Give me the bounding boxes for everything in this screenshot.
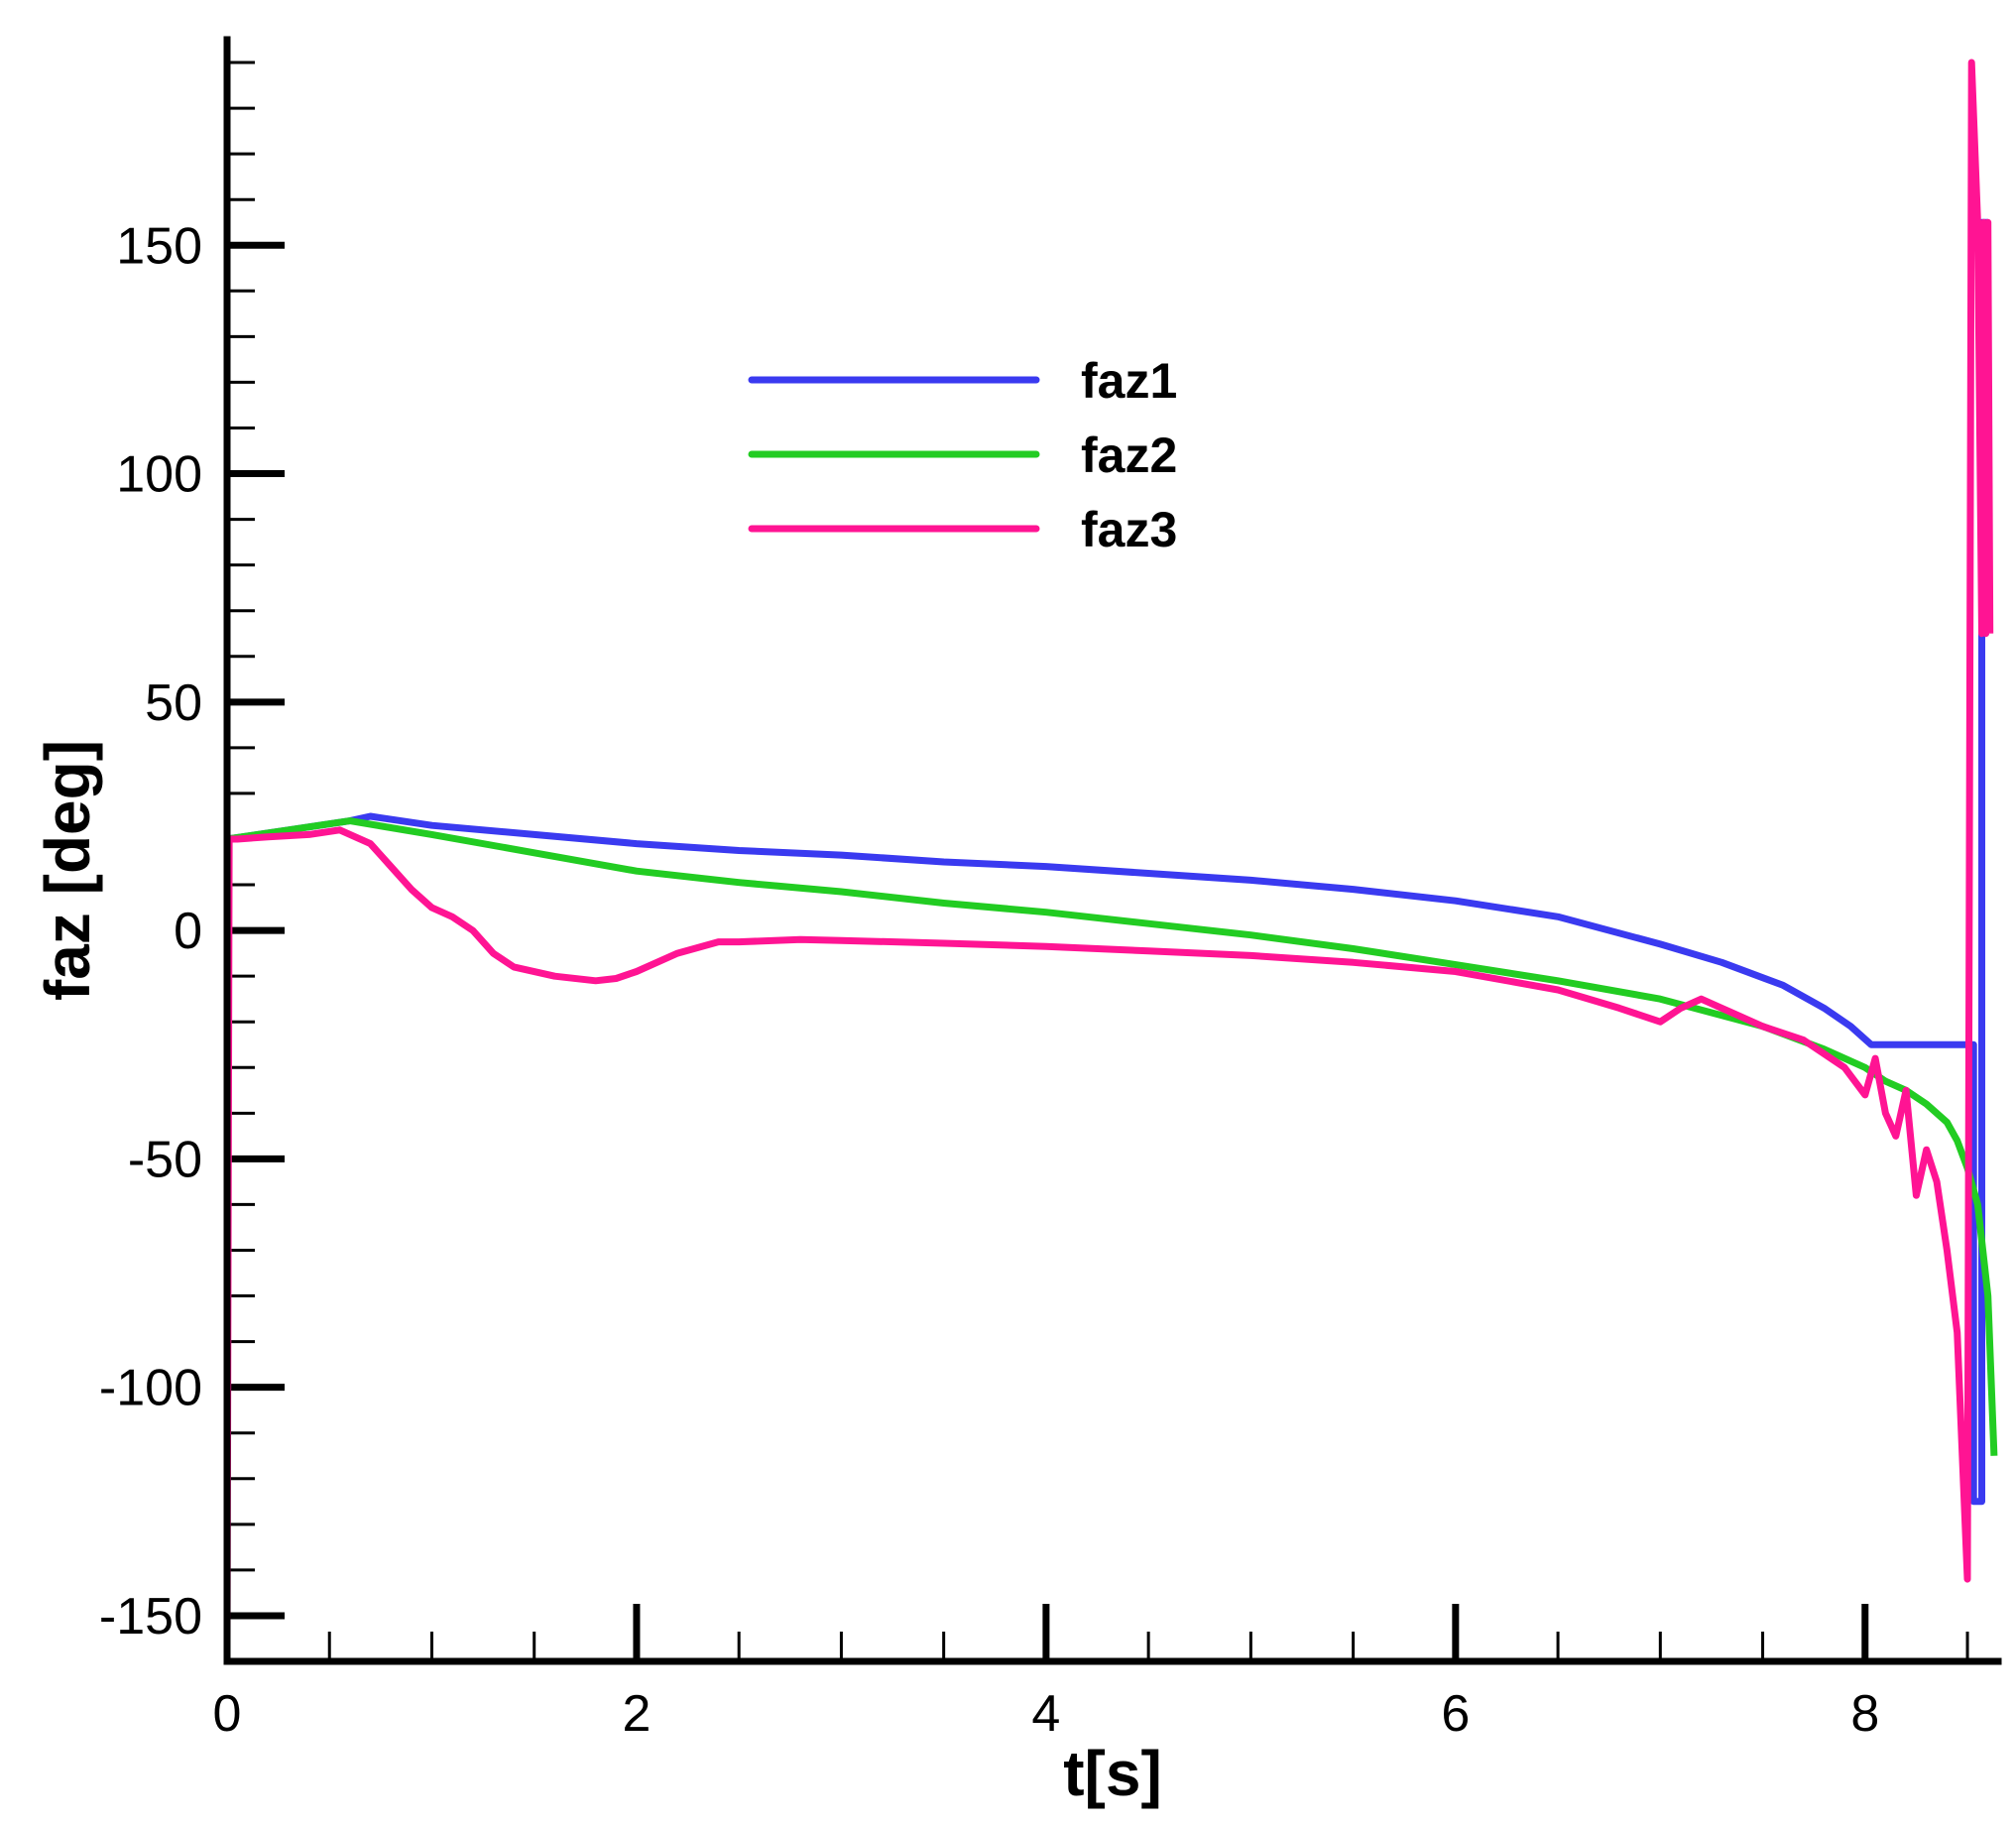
- series-lines: [223, 59, 1998, 1640]
- y-tick-label: 50: [145, 674, 202, 732]
- y-tick-label: 0: [174, 903, 202, 960]
- y-axis-title: faz [deg]: [32, 740, 103, 1001]
- legend-label-faz1: faz1: [1081, 353, 1177, 409]
- legend-label-faz2: faz2: [1081, 427, 1177, 483]
- series-line-faz3: [223, 59, 1994, 1640]
- minor-ticks: [227, 61, 1969, 1663]
- y-tick-label: -50: [128, 1131, 202, 1188]
- major-ticks: [227, 241, 1869, 1661]
- x-axis-title: t[s]: [1063, 1738, 1162, 1809]
- x-tick-label: 8: [1850, 1685, 1879, 1743]
- y-tick-label: 150: [116, 217, 202, 275]
- legend-label-faz3: faz3: [1081, 502, 1177, 557]
- x-tick-label: 0: [213, 1685, 242, 1743]
- legend: faz1 faz2 faz3: [748, 353, 1177, 557]
- y-tick-label: -150: [99, 1588, 202, 1646]
- series-line-faz2: [226, 817, 1998, 1456]
- x-tick-label: 4: [1031, 1685, 1060, 1743]
- x-tick-label: 2: [622, 1685, 651, 1743]
- y-tick-label: -100: [99, 1360, 202, 1417]
- x-tick-labels: 0 2 4 6 8: [213, 1685, 1880, 1743]
- y-tick-labels: -150 -100 -50 0 50 100 150: [99, 217, 202, 1646]
- y-tick-label: 100: [116, 446, 202, 504]
- series-line-faz1: [226, 218, 1988, 1506]
- x-tick-label: 6: [1441, 1685, 1470, 1743]
